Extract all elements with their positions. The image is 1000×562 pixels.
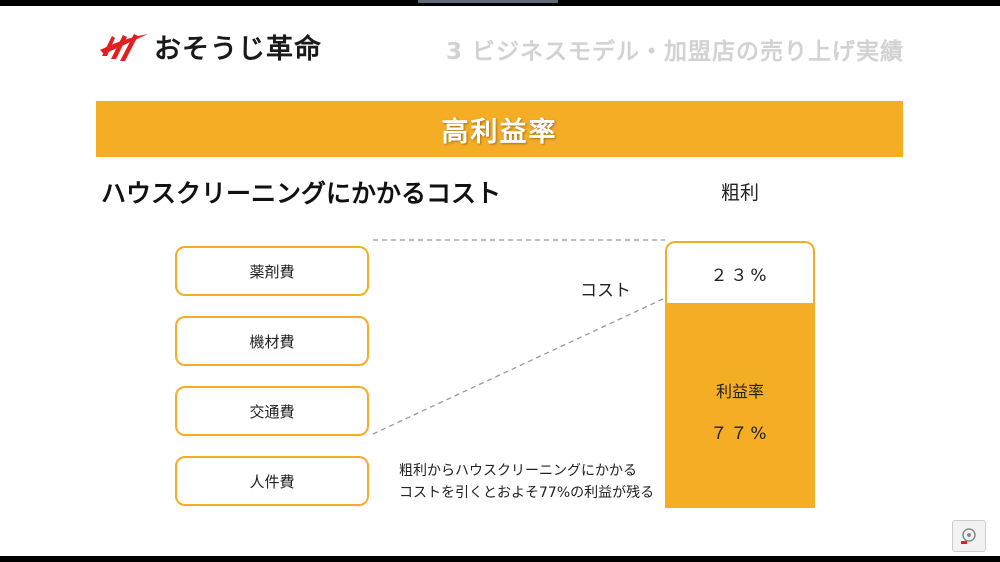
logo: おそうじ革命 [98, 24, 322, 68]
cost-item-labor: 人件費 [175, 456, 369, 506]
screen-capture-icon[interactable] [952, 520, 986, 552]
section-title: ハウスクリーニングにかかるコスト [101, 179, 502, 208]
swoosh-logo-icon [100, 34, 148, 61]
profit-rate-value: ７７% [710, 424, 770, 444]
explanation-note: 粗利からハウスクリーニングにかかる コストを引くとおよそ77%の利益が残る [399, 460, 654, 504]
banner-title: 高利益率 [441, 116, 558, 148]
note-line-2: コストを引くとおよそ77%の利益が残る [399, 485, 655, 501]
profit-segment [665, 303, 815, 508]
logo-text: おそうじ革命 [154, 33, 322, 65]
gross-profit-label: 粗利 [720, 182, 759, 204]
page-heading: 3 ビジネスモデル・加盟店の売り上げ実績 [445, 39, 904, 65]
cost-item-chemicals: 薬剤費 [175, 246, 369, 296]
slide: おそうじ革命 3 ビジネスモデル・加盟店の売り上げ実績 高利益率 ハウスクリーニ… [0, 6, 1000, 556]
cost-label: コスト [580, 281, 631, 301]
bottom-bar [0, 556, 1000, 562]
top-bar [0, 0, 1000, 6]
note-line-1: 粗利からハウスクリーニングにかかる [399, 463, 637, 479]
cost-percentage: ２３% [710, 265, 770, 286]
cost-item-transport: 交通費 [175, 386, 369, 436]
title-banner: 高利益率 [96, 101, 903, 157]
cost-segment: ２３% [665, 241, 815, 303]
profit-rate-label: 利益率 [715, 382, 764, 401]
window-tab-highlight [418, 0, 558, 3]
cost-item-equipment: 機材費 [175, 316, 369, 366]
